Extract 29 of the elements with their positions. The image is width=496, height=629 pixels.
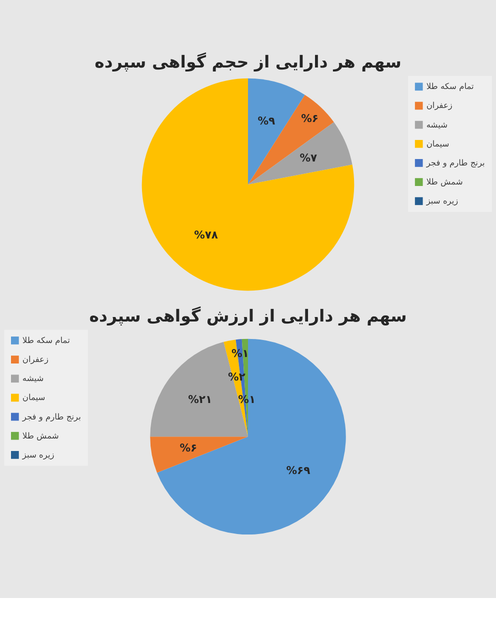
legend-label: تمام سکه طلا [426, 81, 475, 92]
legend-label: شمش طلا [22, 430, 59, 442]
legend-label: شیشه [426, 119, 448, 130]
legend-label: شیشه [22, 373, 44, 384]
legend-label: زعفران [22, 354, 48, 366]
legend-label: تمام سکه طلا [22, 334, 71, 345]
legend-label: شمش طلا [426, 176, 463, 188]
legend-label: برنج طارم و فجر [21, 411, 81, 422]
chart-title: سهم هر دارایی از حجم گواهی سپرده [94, 52, 402, 73]
legend-label: سیمان [426, 138, 450, 148]
data-label: %۷۸ [194, 228, 218, 242]
pie-slice [157, 338, 346, 534]
data-label: %۶ [180, 441, 198, 454]
pie-slice [248, 94, 334, 185]
data-label: %۶۹ [286, 464, 311, 478]
data-label: %۷ [300, 152, 318, 165]
data-label: %۶ [301, 112, 318, 126]
pie-slice [150, 436, 248, 473]
legend-label: سیمان [22, 392, 46, 402]
data-label: %۲۱ [188, 392, 212, 406]
legend-label: زیره سبز [425, 196, 458, 207]
chart-title: سهم هر دارایی از ارزش گواهی سپرده [89, 305, 407, 326]
data-label: %۱ [231, 347, 249, 360]
legend-label: برنج طارم و فجر [425, 157, 485, 168]
pie-slice [142, 78, 354, 291]
data-label: %۹ [258, 114, 276, 128]
legend-label: زعفران [426, 100, 452, 112]
legend-label: زیره سبز [21, 449, 54, 460]
data-label: %۲ [228, 370, 246, 384]
